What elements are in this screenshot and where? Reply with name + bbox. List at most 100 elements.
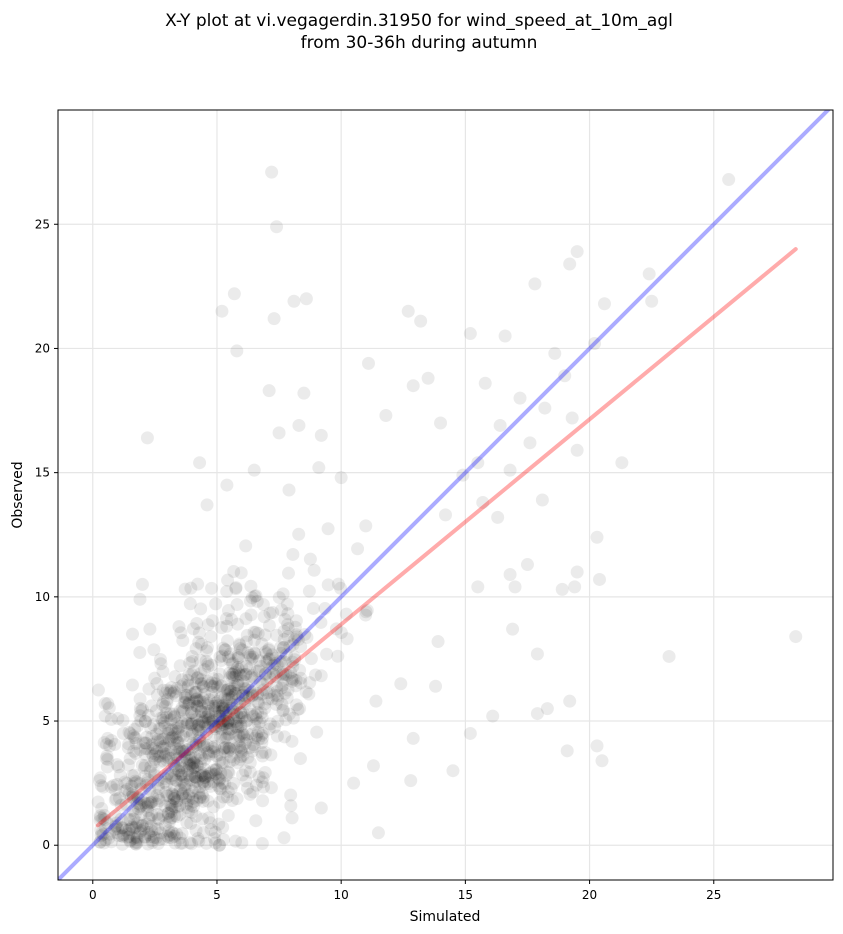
data-point (175, 761, 189, 775)
data-point (230, 792, 244, 806)
data-point (144, 830, 158, 844)
data-point (261, 692, 275, 706)
data-point (97, 836, 111, 850)
data-point (123, 833, 137, 847)
scatter-points (91, 165, 803, 852)
data-point (170, 748, 184, 762)
data-point (431, 635, 445, 649)
data-point (196, 680, 210, 694)
data-point (249, 625, 263, 639)
data-point (222, 766, 236, 780)
data-point (118, 784, 132, 798)
data-point (272, 591, 286, 605)
data-point (508, 580, 522, 594)
data-point (233, 668, 247, 682)
data-point (590, 530, 604, 544)
data-point (208, 741, 222, 755)
data-point (282, 483, 296, 497)
data-point (207, 745, 221, 759)
data-point (234, 750, 248, 764)
data-point (143, 764, 157, 778)
data-point (213, 709, 227, 723)
data-point (133, 819, 147, 833)
data-point (235, 643, 249, 657)
data-point (232, 651, 246, 665)
data-point (122, 725, 136, 739)
data-point (206, 800, 220, 814)
data-point (139, 800, 153, 814)
data-point (149, 831, 163, 845)
data-point (281, 607, 295, 621)
data-point (255, 637, 269, 651)
data-point (211, 672, 225, 686)
data-point (530, 707, 544, 721)
data-point (134, 782, 148, 796)
data-point (175, 836, 189, 850)
data-point (184, 717, 198, 731)
data-point (220, 612, 234, 626)
data-point (138, 830, 152, 844)
data-point (225, 697, 239, 711)
data-point (223, 716, 237, 730)
data-point (208, 825, 222, 839)
data-point (274, 667, 288, 681)
data-point (120, 830, 134, 844)
data-point (588, 336, 602, 350)
data-point (171, 721, 185, 735)
data-point (214, 654, 228, 668)
data-point (127, 731, 141, 745)
data-point (279, 667, 293, 681)
data-point (116, 713, 130, 727)
data-point (162, 824, 176, 838)
data-point (234, 743, 248, 757)
data-point (155, 698, 169, 712)
data-point (221, 716, 235, 730)
data-point (216, 701, 230, 715)
data-point (272, 426, 286, 440)
data-point (204, 744, 218, 758)
data-point (218, 777, 232, 791)
data-point (205, 741, 219, 755)
data-point (148, 741, 162, 755)
data-point (235, 726, 249, 740)
data-point (208, 720, 222, 734)
data-point (138, 742, 152, 756)
data-point (121, 758, 135, 772)
data-point (162, 731, 176, 745)
data-point (130, 790, 144, 804)
data-point (262, 652, 276, 666)
data-point (334, 471, 348, 485)
identity-line (58, 110, 831, 880)
data-point (168, 670, 182, 684)
data-point (268, 720, 282, 734)
data-point (143, 812, 157, 826)
data-point (285, 734, 299, 748)
data-point (289, 628, 303, 642)
data-point (150, 744, 164, 758)
data-point (258, 765, 272, 779)
data-point (164, 743, 178, 757)
data-point (253, 715, 267, 729)
data-point (195, 787, 209, 801)
data-point (181, 742, 195, 756)
data-point (267, 688, 281, 702)
data-point (214, 716, 228, 730)
data-point (196, 826, 210, 840)
data-point (180, 764, 194, 778)
data-point (118, 775, 132, 789)
data-point (174, 719, 188, 733)
data-point (205, 581, 219, 595)
data-point (179, 688, 193, 702)
data-point (120, 776, 134, 790)
data-point (231, 651, 245, 665)
data-point (217, 701, 231, 715)
data-point (185, 837, 199, 851)
data-point (284, 665, 298, 679)
data-point (303, 676, 317, 690)
data-point (195, 710, 209, 724)
data-point (156, 695, 170, 709)
data-point (158, 818, 172, 832)
data-point (98, 813, 112, 827)
data-point (246, 737, 260, 751)
data-point (193, 734, 207, 748)
